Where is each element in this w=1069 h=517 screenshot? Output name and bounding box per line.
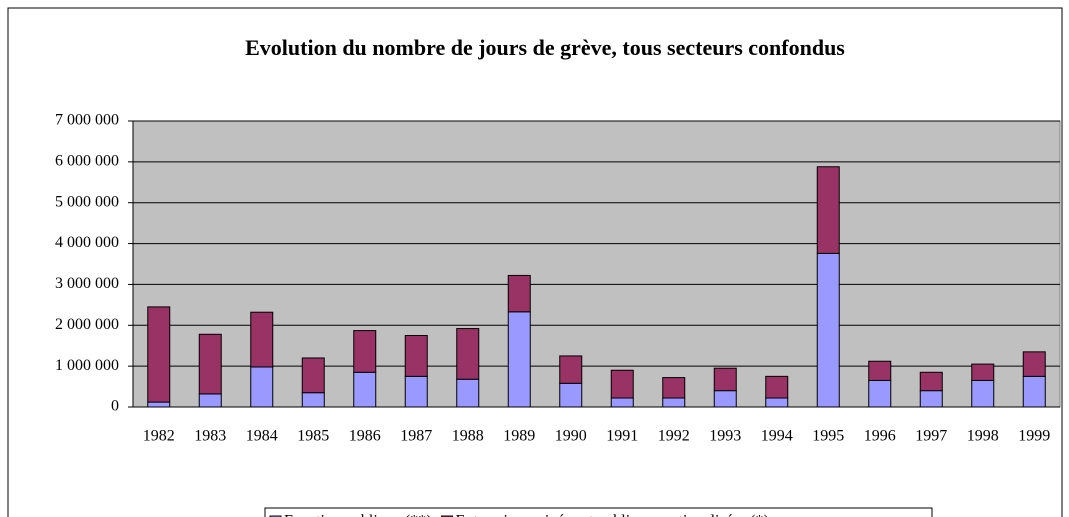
chart-border [7,7,1063,517]
x-tick-label: 1995 [812,428,844,445]
y-tick-label: 0 [111,398,119,415]
y-tick-label: 2 000 000 [55,316,119,333]
x-tick-label: 1989 [503,428,535,445]
y-tick-label: 7 000 000 [55,112,119,129]
x-tick-label: 1998 [967,428,999,445]
bar-segment [198,333,222,395]
legend-label: Entreprises privées et publiques nationa… [456,513,769,517]
bar-segment [765,375,789,399]
bar-segment [1022,351,1046,377]
legend-label: Fonction publique (**) [284,513,432,517]
x-tick-label: 1999 [1018,428,1050,445]
y-tick-label: 3 000 000 [55,275,119,292]
bar-segment [250,311,274,368]
legend-box [264,507,933,517]
x-tick-label: 1994 [761,428,793,445]
bar-segment [147,306,171,403]
x-tick-label: 1984 [246,428,278,445]
bar-segment [713,390,737,408]
bar-segment [353,330,377,373]
bar-segment [1022,375,1046,408]
bar-segment [919,390,943,408]
bar-segment [919,371,943,392]
x-tick-label: 1982 [143,428,175,445]
bar-segment [507,274,531,313]
y-tick-label: 1 000 000 [55,357,119,374]
y-tick-label: 4 000 000 [55,234,119,251]
bar-segment [662,377,686,399]
x-tick-label: 1988 [452,428,484,445]
bar-segment [816,252,840,408]
bar-segment [147,401,171,408]
bar-segment [868,379,892,408]
bar-segment [559,382,583,408]
chart-title: Evolution du nombre de jours de grève, t… [245,35,845,60]
bar-segment [456,328,480,380]
bar-segment [404,375,428,408]
x-tick-label: 1987 [400,428,432,445]
bar-segment [301,357,325,394]
x-tick-label: 1985 [297,428,329,445]
x-tick-label: 1996 [864,428,896,445]
bar-segment [610,397,634,408]
bar-segment [868,360,892,381]
y-tick-label: 5 000 000 [55,193,119,210]
bar-segment [559,355,583,384]
bar-segment [816,166,840,254]
bar-segment [971,363,995,381]
bar-segment [250,366,274,408]
bar-segment [456,378,480,408]
bar-segment [404,335,428,377]
bar-segment [765,397,789,408]
bar-segment [610,369,634,399]
x-tick-label: 1983 [194,428,226,445]
x-tick-label: 1993 [709,428,741,445]
bar-segment [507,311,531,408]
y-tick-label: 6 000 000 [55,153,119,170]
x-tick-label: 1991 [606,428,638,445]
bar-segment [713,367,737,392]
bar-segment [971,379,995,408]
bar-segment [662,397,686,408]
x-tick-label: 1990 [555,428,587,445]
bar-segment [198,393,222,408]
x-tick-label: 1997 [915,428,947,445]
bar-segment [353,371,377,408]
x-tick-label: 1986 [349,428,381,445]
x-tick-label: 1992 [658,428,690,445]
bar-segment [301,392,325,408]
